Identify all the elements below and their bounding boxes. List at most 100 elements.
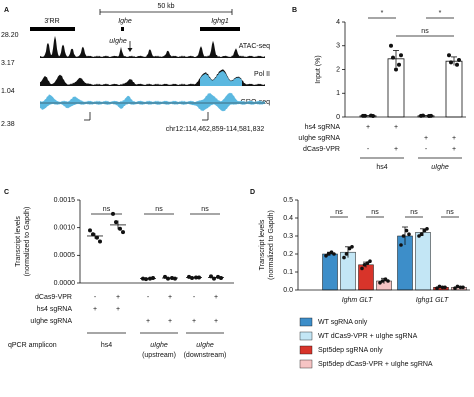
legend-label: WT sgRNA only: [318, 319, 368, 326]
track-label: ATAC-seq: [239, 43, 270, 50]
arrow-head: [127, 48, 133, 52]
track-signal: [40, 103, 265, 112]
condition-value: -: [367, 146, 370, 153]
y-axis-label: Transcript levels: [259, 219, 266, 270]
legend-label: Spt5dep sgRNA only: [318, 347, 383, 354]
y-tick-label: 0.0000: [54, 280, 76, 287]
significance: ns: [103, 206, 111, 213]
significance: ns: [371, 209, 379, 216]
y-tick-label: 0.0005: [54, 252, 76, 259]
condition-value: +: [214, 318, 218, 325]
data-point: [453, 286, 457, 291]
data-point: [95, 235, 99, 240]
bar: [322, 253, 338, 291]
condition-value: +: [168, 318, 172, 325]
data-point: [449, 60, 453, 65]
data-point: [350, 245, 354, 249]
data-point: [362, 263, 367, 267]
y-tick-label: 0: [336, 114, 340, 121]
condition-value: -: [425, 146, 428, 153]
bar: [415, 232, 431, 291]
data-point: [88, 228, 92, 233]
significance: ns: [155, 206, 163, 213]
data-point: [440, 285, 445, 290]
group-label: uIghe: [431, 164, 449, 171]
x-tick-label: Ighm GLT: [342, 297, 373, 304]
legend-label: Spt5dep dCas9-VPR + uIghe sgRNA: [318, 361, 433, 368]
data-point: [365, 261, 370, 265]
data-point: [399, 243, 403, 247]
condition-value: +: [168, 294, 172, 301]
data-point: [435, 286, 439, 291]
data-point: [399, 53, 403, 58]
data-point: [187, 274, 191, 279]
data-point: [391, 55, 395, 60]
track-scale: 3.17: [1, 60, 15, 67]
condition-value: +: [146, 318, 150, 325]
condition-value: +: [192, 318, 196, 325]
condition-value: +: [366, 124, 370, 131]
condition-label: hs4 sgRNA: [305, 124, 341, 131]
legend-label: WT dCas9-VPR + uIghe sgRNA: [318, 333, 418, 340]
condition-value: +: [214, 294, 218, 301]
data-point: [389, 43, 393, 48]
y-tick-label: 3: [336, 43, 340, 50]
data-point: [419, 232, 424, 236]
amplicon-label: hs4: [101, 342, 112, 349]
data-point: [401, 234, 406, 238]
legend-swatch: [299, 331, 313, 341]
data-point: [427, 114, 431, 119]
significance: ns: [446, 209, 454, 216]
data-point: [360, 266, 364, 271]
data-point: [380, 279, 385, 283]
y-axis-label: (normalized to Gapdh): [268, 210, 275, 280]
y-axis-label: (normalized to Gapdh): [24, 207, 31, 277]
data-point: [404, 228, 409, 233]
data-point: [368, 259, 372, 264]
data-point: [114, 220, 118, 225]
data-point: [344, 252, 349, 256]
y-tick-label: 0.3: [283, 233, 293, 240]
y-tick-label: 0.1: [283, 269, 293, 276]
y-tick-label: 0.0: [283, 287, 293, 294]
significance: ns: [335, 209, 343, 216]
data-point: [216, 274, 220, 279]
condition-label: hs4 sgRNA: [37, 306, 73, 313]
data-point: [91, 232, 95, 237]
data-point: [455, 62, 459, 67]
data-point: [326, 252, 331, 256]
condition-value: -: [94, 294, 97, 301]
data-point: [397, 62, 401, 67]
data-point: [332, 252, 336, 256]
track-scale: 1.04: [1, 88, 15, 95]
data-point: [417, 234, 421, 238]
data-point: [151, 276, 155, 281]
data-point: [190, 276, 194, 281]
track-scale: 28.20: [1, 32, 19, 39]
condition-label: dCas9-VPR: [35, 294, 72, 301]
condition-value: +: [394, 146, 398, 153]
data-point: [121, 230, 125, 235]
condition-value: -: [147, 294, 150, 301]
track-signal-highlight: [200, 70, 242, 86]
condition-value: -: [193, 294, 196, 301]
data-point: [457, 58, 461, 62]
y-tick-label: 1: [336, 90, 340, 97]
data-point: [443, 285, 447, 290]
data-point: [173, 276, 177, 281]
condition-value: +: [452, 146, 456, 153]
track-signal: [40, 35, 265, 58]
data-point: [342, 255, 346, 260]
panel-letter: A: [4, 7, 9, 14]
legend-swatch: [299, 317, 313, 327]
data-point: [394, 67, 398, 72]
y-axis-label: Input (%): [315, 55, 322, 83]
significance: ns: [421, 28, 429, 35]
amplicon-title: qPCR amplicon: [8, 342, 57, 349]
condition-value: +: [424, 135, 428, 142]
element-label: uIghe: [109, 38, 127, 45]
condition-value: +: [452, 135, 456, 142]
data-point: [461, 285, 465, 290]
condition-value: +: [116, 306, 120, 313]
